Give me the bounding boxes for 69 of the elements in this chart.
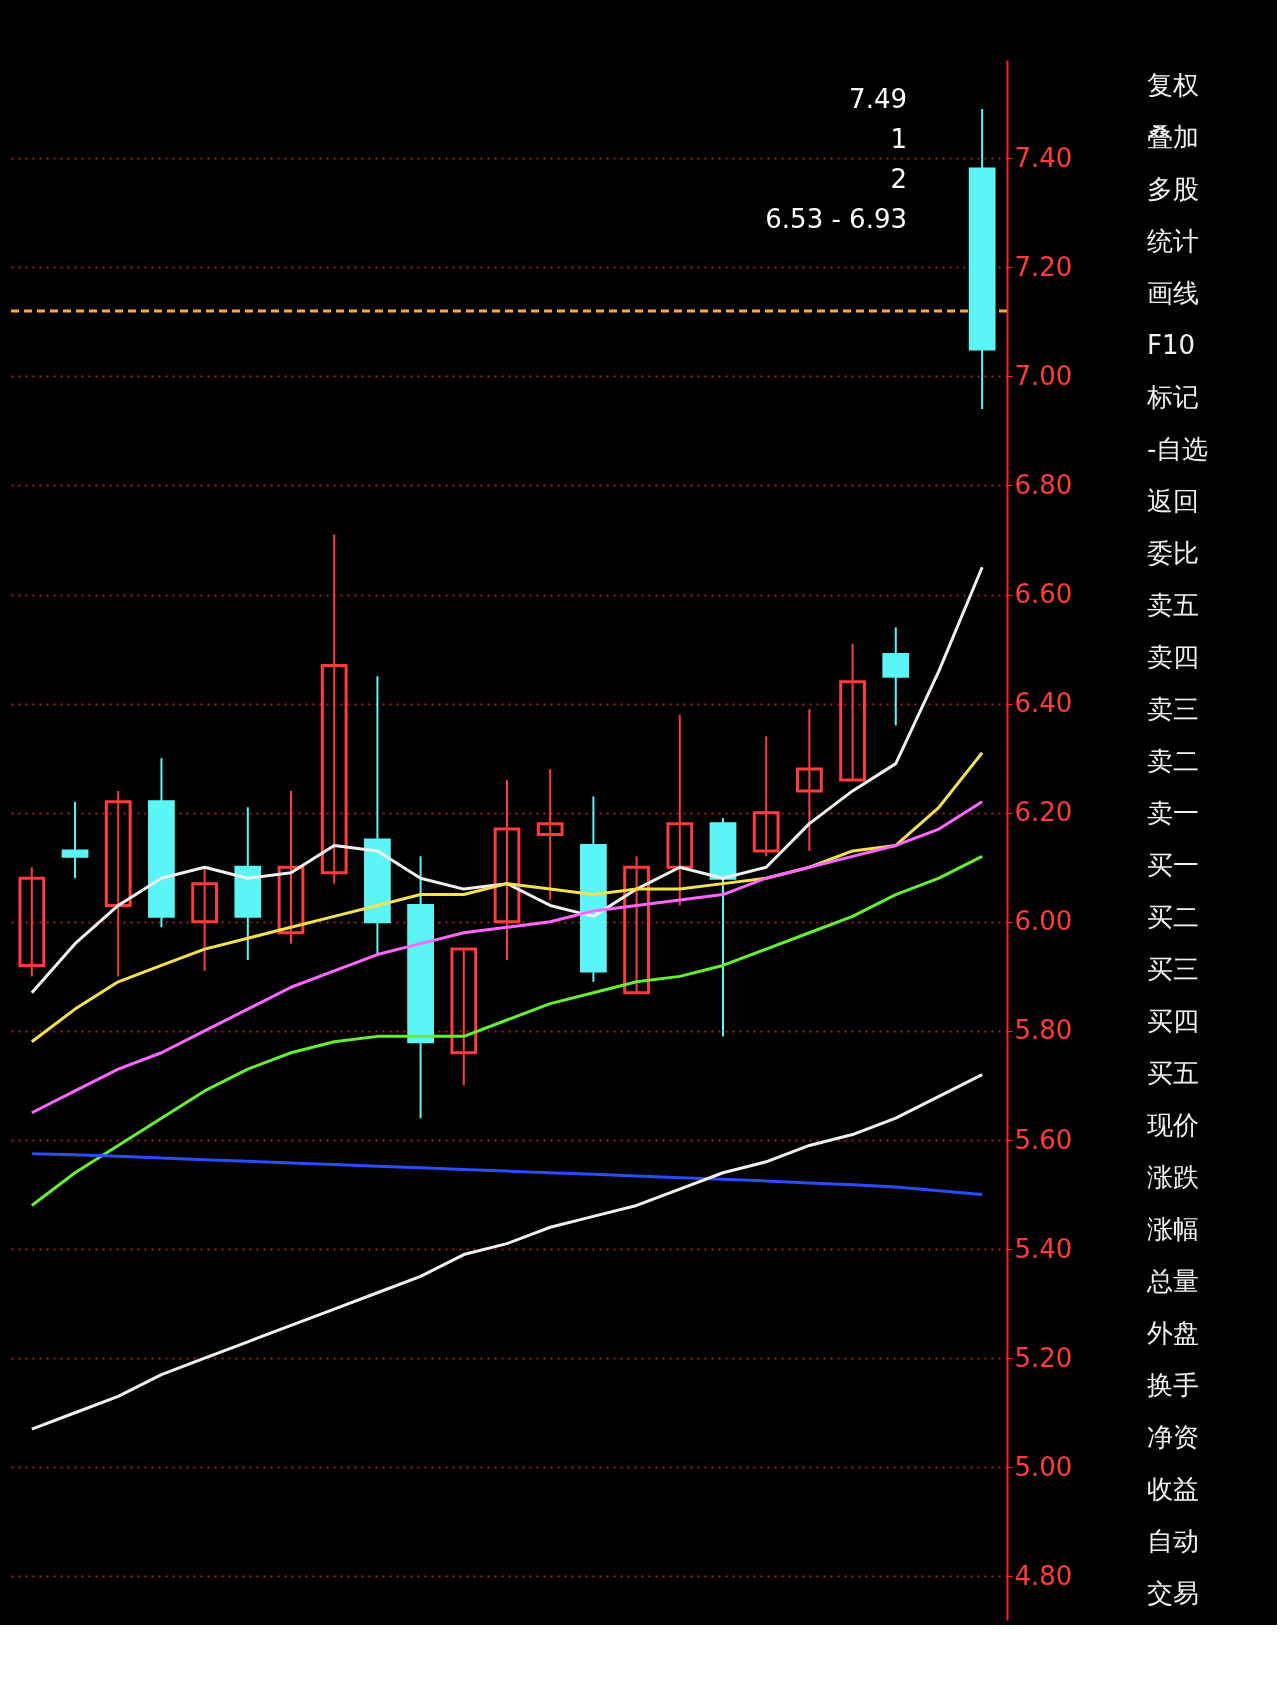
text: 叠加 — [1147, 122, 1199, 152]
candlestick — [536, 768, 564, 901]
line-series — [30, 854, 984, 1207]
candlestick — [839, 642, 866, 782]
text: 收益 — [1147, 1474, 1199, 1504]
text: -自选 — [1147, 434, 1209, 464]
candlestick — [493, 779, 521, 961]
line-series — [30, 800, 984, 1115]
text: 复权 — [1147, 70, 1199, 100]
text: 多股 — [1147, 174, 1199, 204]
text: 委比 — [1147, 538, 1199, 568]
text: 卖三 — [1147, 694, 1199, 724]
candlestick — [104, 789, 132, 978]
line-series — [30, 1152, 984, 1197]
text: 卖二 — [1147, 746, 1199, 776]
candlestick — [61, 800, 89, 880]
candlestick — [623, 855, 650, 995]
candlestick — [796, 708, 823, 852]
y-tick-label: 5.20 — [1014, 1342, 1073, 1373]
text: 返回 — [1147, 486, 1199, 516]
text: 买四 — [1147, 1006, 1199, 1036]
line-series — [30, 565, 984, 995]
y-tick-label: 6.80 — [1014, 469, 1073, 500]
y-tick-label: 7.00 — [1014, 360, 1073, 391]
text: 涨跌 — [1147, 1162, 1199, 1192]
text: 卖一 — [1147, 798, 1199, 828]
candlestick — [277, 789, 305, 945]
candlestick — [191, 866, 218, 972]
annotation: 7.49 — [849, 84, 907, 114]
text: 卖五 — [1147, 590, 1199, 620]
annotation: 1 — [890, 124, 907, 154]
y-tick-label: 6.00 — [1014, 906, 1073, 937]
y-tick-label: 6.60 — [1014, 579, 1073, 610]
text: 涨幅 — [1147, 1214, 1199, 1244]
candlestick — [882, 626, 910, 727]
y-tick-label: 6.20 — [1014, 797, 1073, 828]
text: 自动 — [1147, 1526, 1199, 1556]
y-tick-label: 5.00 — [1014, 1451, 1073, 1482]
text: 换手 — [1147, 1370, 1199, 1400]
text: 外盘 — [1147, 1318, 1199, 1348]
text: 现价 — [1147, 1110, 1199, 1140]
line-series — [30, 1073, 984, 1431]
text: 画线 — [1147, 278, 1199, 308]
text: F10 — [1147, 330, 1196, 360]
y-tick-label: 5.80 — [1014, 1015, 1073, 1046]
annotation: 6.53 - 6.93 — [765, 204, 907, 234]
text: 买一 — [1147, 850, 1199, 880]
text: 净资 — [1147, 1422, 1199, 1452]
y-tick-label: 5.40 — [1014, 1233, 1073, 1264]
y-tick-label: 4.80 — [1014, 1560, 1073, 1591]
text: 交易 — [1147, 1578, 1199, 1608]
candlestick — [450, 947, 478, 1087]
text: 买三 — [1147, 954, 1199, 984]
candlestick — [666, 713, 694, 907]
text: 卖四 — [1147, 642, 1199, 672]
y-tick-label: 5.60 — [1014, 1124, 1073, 1155]
candlestick — [320, 533, 348, 885]
line-series — [30, 751, 984, 1044]
candlestick — [18, 866, 46, 978]
text: 标记 — [1146, 382, 1199, 412]
y-tick-label: 6.40 — [1014, 688, 1073, 719]
text: 统计 — [1147, 226, 1199, 256]
text: 买二 — [1147, 902, 1199, 932]
y-tick-label: 7.40 — [1014, 142, 1073, 173]
candlestick — [752, 735, 780, 858]
y-tick-label: 7.20 — [1014, 251, 1073, 282]
annotation: 2 — [890, 164, 907, 194]
text: 买五 — [1147, 1058, 1199, 1088]
text: 总量 — [1146, 1266, 1199, 1296]
